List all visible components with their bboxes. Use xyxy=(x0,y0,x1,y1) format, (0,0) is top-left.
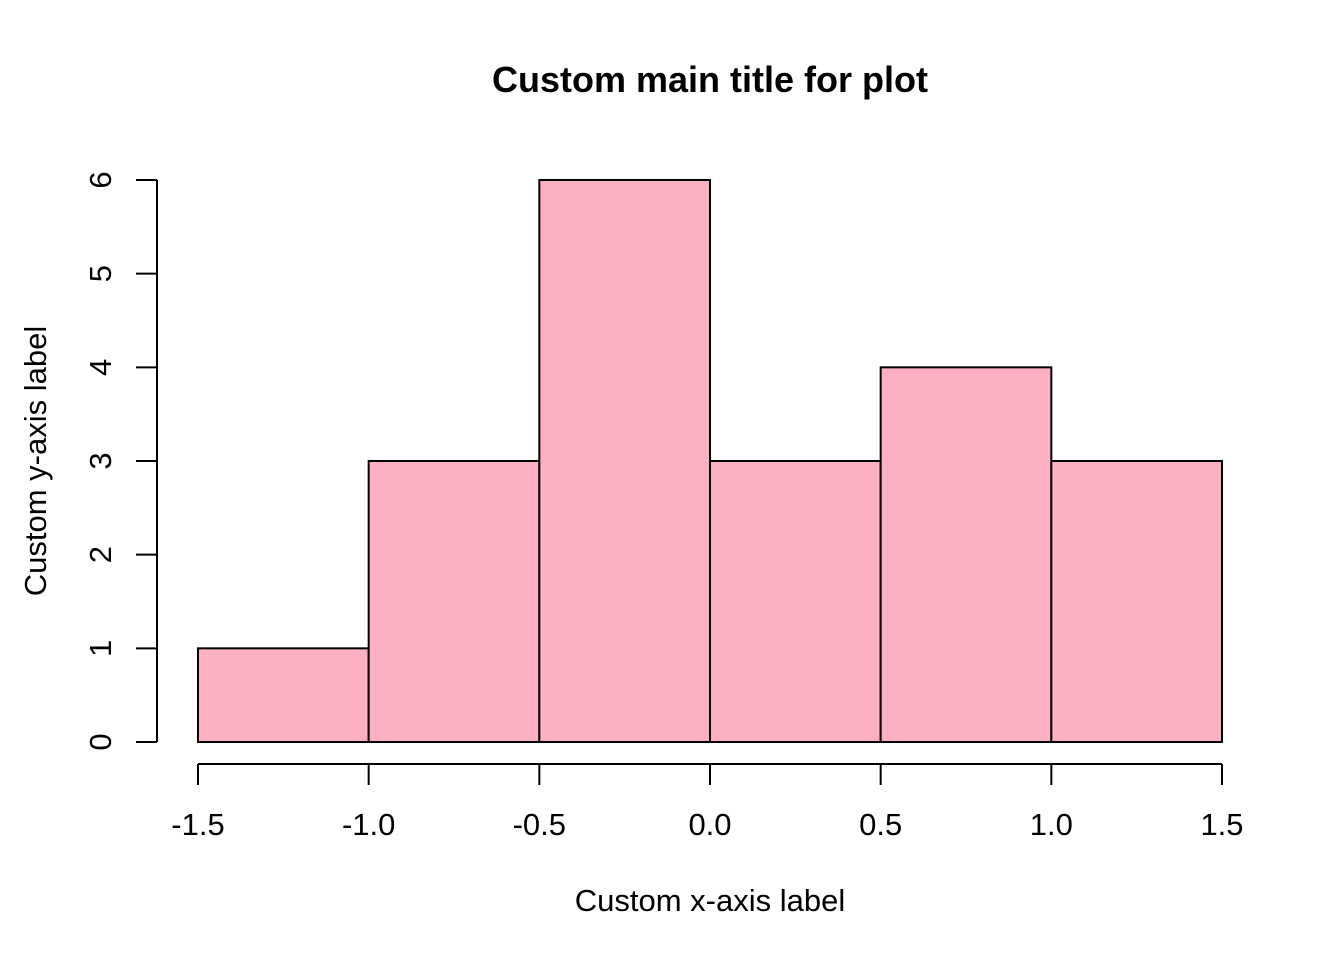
histogram-bar xyxy=(709,460,882,743)
x-tick-label: 1.5 xyxy=(1200,807,1243,842)
y-tick-label: 3 xyxy=(83,452,118,469)
y-tick-label: 0 xyxy=(83,733,118,750)
x-axis-label: Custom x-axis label xyxy=(575,883,845,918)
histogram-bar xyxy=(1050,460,1224,743)
x-tick-label: 1.0 xyxy=(1030,807,1073,842)
y-tick-label: 2 xyxy=(83,546,118,563)
y-axis-label: Custom y-axis label xyxy=(18,326,53,596)
x-tick-label: 0.5 xyxy=(859,807,902,842)
y-tick-label: 4 xyxy=(83,359,118,376)
histogram-bar xyxy=(538,179,711,743)
y-tick-label: 6 xyxy=(83,171,118,188)
x-tick-label: -1.0 xyxy=(342,807,395,842)
x-tick-label: -1.5 xyxy=(171,807,224,842)
histogram-bar xyxy=(367,460,541,743)
y-axis-ticks: 0 1 2 3 4 5 6 xyxy=(83,171,157,751)
chart-title: Custom main title for plot xyxy=(492,59,928,100)
histogram-bar xyxy=(879,366,1053,743)
y-tick-label: 5 xyxy=(83,265,118,282)
y-tick-label: 1 xyxy=(83,640,118,657)
x-tick-label: 0.0 xyxy=(688,807,731,842)
histogram-bar xyxy=(197,647,370,743)
x-axis-ticks: -1.5 -1.0 -0.5 0.0 0.5 1.0 1.5 xyxy=(171,764,1244,842)
plot-area xyxy=(197,179,1224,743)
x-tick-label: -0.5 xyxy=(513,807,566,842)
